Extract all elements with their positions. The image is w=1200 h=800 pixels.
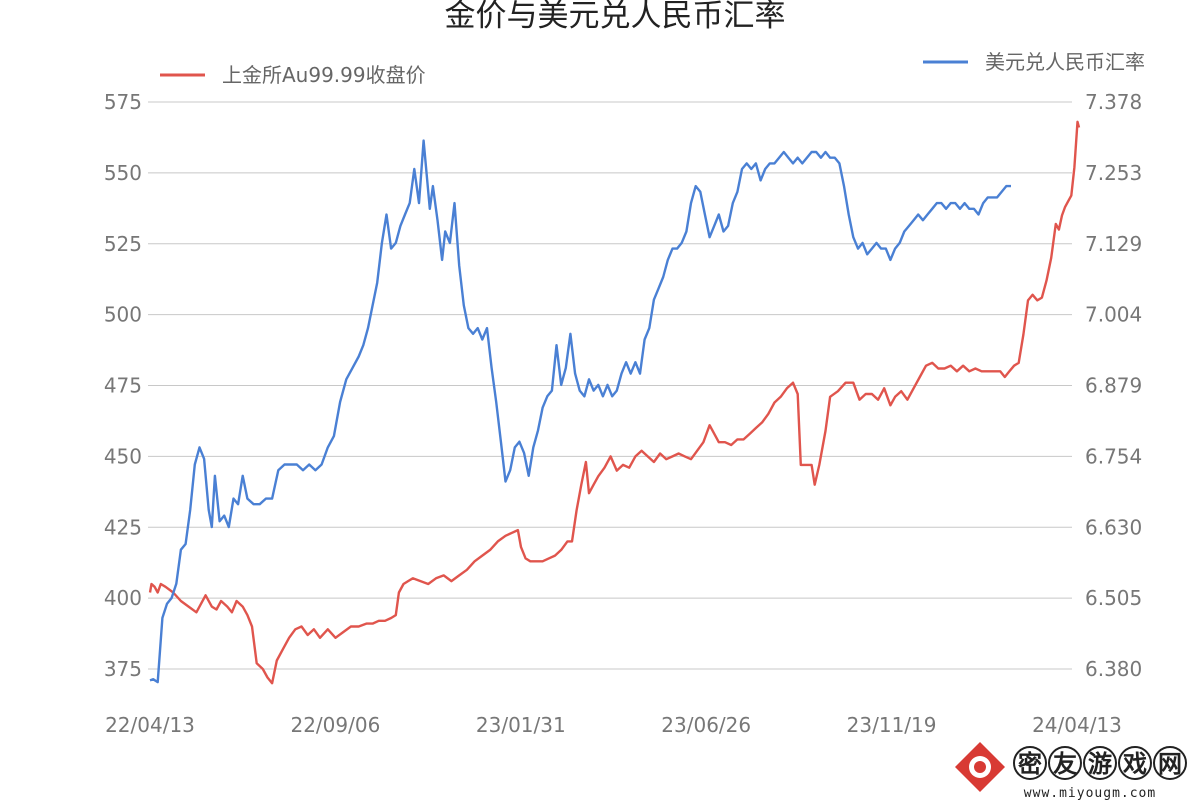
- watermark-char-ring: [1013, 746, 1047, 780]
- y-left-tick-label: 500: [104, 303, 142, 327]
- y-left-tick-label: 575: [104, 90, 142, 114]
- x-tick-label: 24/04/13: [1032, 713, 1122, 737]
- y-right-tick-label: 7.004: [1085, 303, 1142, 327]
- y-axis-left: 375 400 425 450 475 500 525 550 575: [104, 90, 142, 681]
- watermark-char: 戏: [1122, 750, 1147, 778]
- legend: 上金所Au99.99收盘价 美元兑人民币汇率: [160, 50, 1145, 87]
- watermark-char-ring: [1153, 746, 1187, 780]
- series-layer: [148, 120, 1081, 685]
- y-right-tick-label: 6.380: [1085, 657, 1142, 681]
- y-right-tick-label: 6.879: [1085, 374, 1142, 398]
- x-tick-label: 22/04/13: [105, 713, 195, 737]
- watermark-char: 游: [1088, 750, 1112, 778]
- y-axis-right: 6.380 6.505 6.630 6.754 6.879 7.004 7.129 7.253…: [1085, 90, 1142, 681]
- x-tick-label: 22/09/06: [290, 713, 380, 737]
- legend-label-gold: 上金所Au99.99收盘价: [222, 63, 426, 87]
- y-right-tick-label: 7.253: [1085, 161, 1142, 185]
- y-right-tick-label: 6.754: [1085, 444, 1142, 468]
- y-left-tick-label: 525: [104, 232, 142, 256]
- gridlines: [148, 101, 1072, 670]
- x-axis: 22/04/13 22/09/06 23/01/31 23/06/26 23/11/19…: [105, 713, 1122, 737]
- x-tick-label: 23/01/31: [476, 713, 566, 737]
- chart-title: 金价与美元兑人民币汇率: [445, 0, 786, 34]
- legend-label-usdcny: 美元兑人民币汇率: [985, 50, 1145, 74]
- watermark-char-ring: [1083, 746, 1117, 780]
- y-left-tick-label: 475: [104, 374, 142, 398]
- y-left-tick-label: 400: [104, 586, 142, 610]
- y-left-tick-label: 425: [104, 515, 142, 539]
- y-right-tick-label: 6.630: [1085, 515, 1142, 539]
- series-line-gold-price: [148, 120, 1081, 685]
- watermark-char: 网: [1158, 750, 1182, 778]
- y-right-tick-label: 7.378: [1085, 90, 1142, 114]
- y-left-tick-label: 375: [104, 657, 142, 681]
- y-left-tick-label: 550: [104, 161, 142, 185]
- watermark-url: www.miyougm.com: [1024, 786, 1156, 800]
- y-right-tick-label: 6.505: [1085, 586, 1142, 610]
- x-tick-label: 23/11/19: [847, 713, 937, 737]
- watermark-char: 密: [1018, 750, 1042, 778]
- y-right-tick-label: 7.129: [1085, 232, 1142, 256]
- watermark-char: 友: [1053, 750, 1077, 778]
- series-line-usdcny: [149, 139, 1011, 684]
- watermark-char-ring: [1048, 746, 1082, 780]
- y-left-tick-label: 450: [104, 444, 142, 468]
- x-tick-label: 23/06/26: [661, 713, 751, 737]
- watermark-char-ring: [1118, 746, 1152, 780]
- watermark-logo: 密友游戏网 www.miyougm.com: [955, 742, 1187, 800]
